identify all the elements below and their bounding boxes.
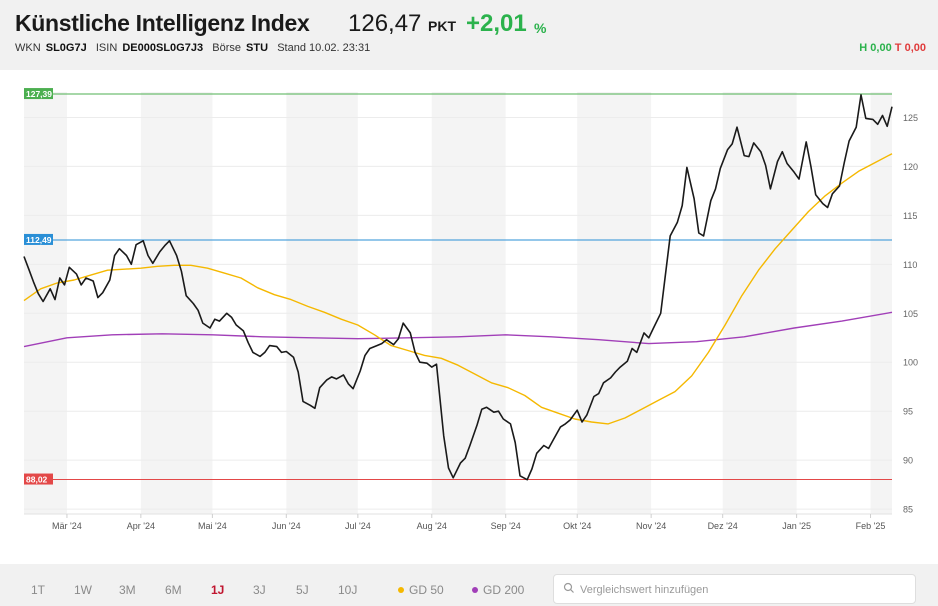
range-button-5j[interactable]: 5J [296, 583, 309, 597]
reference-label-bg [24, 88, 53, 100]
y-tick-label: 105 [903, 309, 918, 319]
x-tick-label: Jul '24 [345, 521, 371, 531]
y-tick-label: 125 [903, 113, 918, 123]
low-label: T [894, 42, 902, 54]
x-tick-label: Sep '24 [491, 521, 521, 531]
low-value: 0,00 [904, 42, 926, 54]
range-button-1j[interactable]: 1J [211, 583, 225, 597]
stand-timestamp: Stand 10.02. 23:31 [277, 42, 371, 54]
y-tick-label: 95 [903, 407, 913, 417]
high-value: 0,00 [870, 42, 892, 54]
isin-value: DE000SL0G7J3 [122, 42, 204, 54]
y-tick-label: 90 [903, 456, 913, 466]
reference-label: 88,02 [26, 475, 48, 485]
range-button-1t[interactable]: 1T [31, 583, 46, 597]
y-tick-label: 115 [903, 211, 917, 221]
series-line-price [23, 94, 893, 481]
page-title: Künstliche Intelligenz Index [15, 10, 310, 36]
high-low-readout: H 0,00 T 0,00 [859, 42, 926, 54]
month-band [577, 92, 652, 514]
series-line-gd200 [23, 311, 893, 348]
x-tick-label: Jun '24 [272, 521, 301, 531]
isin-label: ISIN [95, 42, 118, 54]
x-tick-label: Apr '24 [127, 521, 155, 531]
wkn-value: SL0G7J [45, 42, 87, 54]
month-band [286, 92, 358, 514]
gd50-dot-icon [398, 586, 404, 593]
range-button-10j[interactable]: 10J [338, 583, 358, 597]
y-tick-label: 100 [903, 358, 918, 368]
x-tick-label: Nov '24 [636, 521, 666, 531]
month-band [24, 92, 67, 514]
x-tick-label: Mai '24 [198, 521, 227, 531]
price-change: +2,01 [466, 10, 527, 37]
series-line-gd50 [23, 153, 893, 425]
compare-search[interactable] [553, 574, 916, 604]
month-band [722, 92, 797, 514]
quote-header: Künstliche Intelligenz Index 126,47 PKT … [0, 0, 938, 68]
price-chart[interactable]: 127,39 112,49 88,02 85 90 95 100 105 110 115 120 1… [0, 70, 938, 564]
boerse-label: Börse [212, 42, 241, 54]
legend-gd200[interactable]: GD 200 [472, 583, 524, 597]
gd200-dot-icon [472, 586, 478, 593]
x-tick-label: Jan '25 [782, 521, 811, 531]
boerse-value: STU [246, 42, 269, 54]
x-tick-label: Feb '25 [856, 521, 886, 531]
y-tick-label: 120 [903, 162, 918, 172]
reference-label: 112,49 [26, 235, 52, 245]
x-tick-label: Aug '24 [417, 521, 447, 531]
y-tick-label: 85 [903, 505, 913, 515]
legend-gd50[interactable]: GD 50 [398, 583, 444, 597]
legend-gd50-label: GD 50 [409, 583, 444, 597]
price-unit: PKT [428, 18, 456, 34]
range-button-3m[interactable]: 3M [119, 583, 136, 597]
reference-label-bg [24, 473, 53, 485]
month-band [870, 92, 892, 514]
x-tick-label: Okt '24 [563, 521, 591, 531]
range-button-6m[interactable]: 6M [165, 583, 182, 597]
range-button-1w[interactable]: 1W [74, 583, 92, 597]
x-tick-label: Mär '24 [52, 521, 82, 531]
reference-label: 127,39 [26, 89, 52, 99]
legend-gd200-label: GD 200 [483, 583, 525, 597]
range-button-3j[interactable]: 3J [253, 583, 266, 597]
security-meta: WKN SL0G7J ISIN DE000SL0G7J3 Börse STU S… [15, 42, 372, 54]
price-change-unit: % [534, 20, 547, 36]
y-tick-label: 110 [903, 260, 917, 270]
current-price: 126,47 [348, 10, 422, 37]
high-label: H [859, 42, 868, 54]
search-icon [563, 582, 574, 593]
month-band [140, 92, 213, 514]
chart-panel: 127,39 112,49 88,02 85 90 95 100 105 110 115 120 1… [0, 70, 938, 564]
x-tick-label: Dez '24 [708, 521, 738, 531]
compare-input[interactable] [578, 580, 902, 600]
wkn-label: WKN [15, 42, 41, 54]
reference-label-bg [24, 233, 53, 245]
